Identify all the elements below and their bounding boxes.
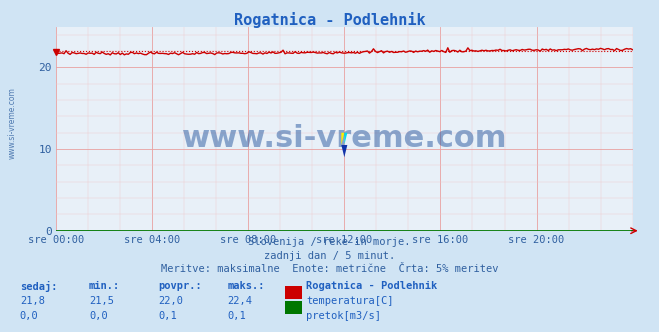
Text: 22,4: 22,4 [227, 296, 252, 306]
Text: www.si-vreme.com: www.si-vreme.com [8, 87, 17, 159]
Text: Rogatnica - Podlehnik: Rogatnica - Podlehnik [306, 281, 438, 290]
Text: 0,1: 0,1 [227, 311, 246, 321]
Text: temperatura[C]: temperatura[C] [306, 296, 394, 306]
Polygon shape [341, 145, 347, 157]
Text: www.si-vreme.com: www.si-vreme.com [182, 124, 507, 153]
Text: 22,0: 22,0 [158, 296, 183, 306]
Text: 21,8: 21,8 [20, 296, 45, 306]
Polygon shape [341, 133, 344, 145]
Text: 21,5: 21,5 [89, 296, 114, 306]
Text: povpr.:: povpr.: [158, 281, 202, 290]
Text: 0,0: 0,0 [20, 311, 38, 321]
Polygon shape [344, 133, 347, 145]
Text: pretok[m3/s]: pretok[m3/s] [306, 311, 382, 321]
Text: zadnji dan / 5 minut.: zadnji dan / 5 minut. [264, 251, 395, 261]
Text: maks.:: maks.: [227, 281, 265, 290]
Text: Rogatnica - Podlehnik: Rogatnica - Podlehnik [234, 12, 425, 28]
Text: 0,1: 0,1 [158, 311, 177, 321]
Text: sedaj:: sedaj: [20, 281, 57, 291]
Text: Slovenija / reke in morje.: Slovenija / reke in morje. [248, 237, 411, 247]
Text: min.:: min.: [89, 281, 120, 290]
Text: 0,0: 0,0 [89, 311, 107, 321]
Text: Meritve: maksimalne  Enote: metrične  Črta: 5% meritev: Meritve: maksimalne Enote: metrične Črta… [161, 264, 498, 274]
